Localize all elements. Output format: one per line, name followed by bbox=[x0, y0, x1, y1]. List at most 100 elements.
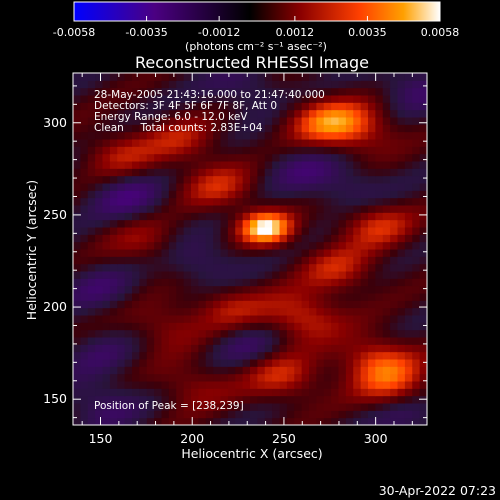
heatmap-cell bbox=[146, 124, 155, 133]
heatmap-cell bbox=[168, 388, 177, 397]
heatmap-cell bbox=[331, 190, 339, 199]
heatmap-cell bbox=[331, 153, 339, 162]
heatmap-cell bbox=[272, 271, 281, 279]
heatmap-cell bbox=[323, 263, 332, 272]
heatmap-cell bbox=[316, 337, 325, 345]
heatmap-cell bbox=[198, 329, 207, 338]
heatmap-cell bbox=[272, 146, 281, 155]
heatmap-cell bbox=[264, 109, 273, 118]
heatmap-cell bbox=[345, 117, 354, 125]
heatmap-cell bbox=[390, 315, 398, 323]
heatmap-cell bbox=[220, 300, 229, 309]
heatmap-cell bbox=[397, 241, 406, 250]
heatmap-cell bbox=[168, 285, 177, 294]
heatmap-cell bbox=[227, 212, 236, 221]
heatmap-cell bbox=[301, 307, 310, 316]
heatmap-cell bbox=[419, 197, 428, 206]
heatmap-cell bbox=[124, 219, 133, 228]
heatmap-cell bbox=[227, 395, 236, 404]
heatmap-cell bbox=[213, 263, 221, 272]
heatmap-cell bbox=[183, 175, 192, 184]
heatmap-cell bbox=[139, 183, 148, 191]
heatmap-cell bbox=[390, 285, 398, 294]
heatmap-cell bbox=[80, 307, 89, 316]
heatmap-cell bbox=[375, 219, 384, 228]
heatmap-cell bbox=[146, 161, 155, 169]
heatmap-cell bbox=[279, 329, 288, 338]
heatmap-cell bbox=[161, 131, 170, 140]
heatmap-cell bbox=[124, 403, 133, 411]
heatmap-cell bbox=[168, 351, 177, 360]
heatmap-cell bbox=[382, 403, 391, 411]
heatmap-cell bbox=[124, 285, 133, 294]
heatmap-cell bbox=[102, 227, 111, 235]
heatmap-cell bbox=[316, 381, 325, 389]
y-axis-label: Heliocentric Y (arcsec) bbox=[24, 180, 39, 320]
heatmap-cell bbox=[250, 403, 258, 411]
heatmap-cell bbox=[176, 322, 185, 331]
heatmap-cell bbox=[257, 153, 266, 162]
heatmap-cell bbox=[294, 161, 303, 169]
heatmap-cell bbox=[272, 205, 281, 213]
heatmap-cell bbox=[102, 175, 111, 184]
heatmap-cell bbox=[382, 329, 391, 338]
heatmap-cell bbox=[316, 410, 325, 419]
heatmap-cell bbox=[132, 241, 140, 250]
heatmap-cell bbox=[220, 109, 229, 118]
heatmap-cell bbox=[360, 417, 369, 426]
heatmap-cell bbox=[117, 351, 126, 360]
heatmap-cell bbox=[412, 234, 421, 243]
heatmap-cell bbox=[139, 373, 148, 382]
x-axis-label: Heliocentric X (arcsec) bbox=[181, 446, 322, 461]
heatmap-cell bbox=[220, 293, 229, 301]
heatmap-cell bbox=[220, 351, 229, 360]
heatmap-cell bbox=[124, 80, 133, 89]
heatmap-cell bbox=[286, 249, 295, 257]
heatmap-cell bbox=[117, 227, 126, 235]
heatmap-cell bbox=[183, 381, 192, 389]
heatmap-cell bbox=[102, 73, 111, 81]
heatmap-cell bbox=[220, 344, 229, 353]
heatmap-cell bbox=[198, 124, 207, 133]
heatmap-cell bbox=[250, 293, 258, 301]
heatmap-cell bbox=[154, 131, 163, 140]
heatmap-cell bbox=[250, 322, 258, 331]
heatmap-cell bbox=[168, 95, 177, 103]
heatmap-cell bbox=[154, 381, 163, 389]
heatmap-cell bbox=[161, 80, 170, 89]
heatmap-cell bbox=[220, 205, 229, 213]
heatmap-cell bbox=[102, 219, 111, 228]
heatmap-cell bbox=[95, 109, 104, 118]
heatmap-cell bbox=[309, 388, 317, 397]
heatmap-cell bbox=[80, 80, 89, 89]
heatmap-cell bbox=[301, 190, 310, 199]
heatmap-cell bbox=[412, 256, 421, 265]
heatmap-cell bbox=[331, 87, 339, 96]
heatmap-cell bbox=[220, 183, 229, 191]
heatmap-cell bbox=[345, 73, 354, 81]
heatmap-cell bbox=[257, 373, 266, 382]
heatmap-cell bbox=[390, 190, 398, 199]
heatmap-cell bbox=[286, 205, 295, 213]
heatmap-cell bbox=[382, 300, 391, 309]
heatmap-cell bbox=[286, 263, 295, 272]
heatmap-cell bbox=[412, 351, 421, 360]
heatmap-cell bbox=[102, 329, 111, 338]
heatmap-cell bbox=[301, 351, 310, 360]
heatmap-cell bbox=[345, 351, 354, 360]
annotation-clean-counts: Clean Total counts: 2.83E+04 bbox=[94, 122, 263, 134]
heatmap-cell bbox=[257, 381, 266, 389]
heatmap-cell bbox=[161, 87, 170, 96]
heatmap-cell bbox=[323, 256, 332, 265]
heatmap-cell bbox=[168, 278, 177, 287]
heatmap-cell bbox=[331, 388, 339, 397]
heatmap-cell bbox=[419, 102, 428, 111]
heatmap-cell bbox=[301, 146, 310, 155]
heatmap-cell bbox=[419, 351, 428, 360]
heatmap-cell bbox=[154, 403, 163, 411]
heatmap-cell bbox=[294, 388, 303, 397]
heatmap-cell bbox=[191, 293, 199, 301]
heatmap-cell bbox=[132, 190, 140, 199]
heatmap-cell bbox=[139, 337, 148, 345]
heatmap-cell bbox=[323, 80, 332, 89]
